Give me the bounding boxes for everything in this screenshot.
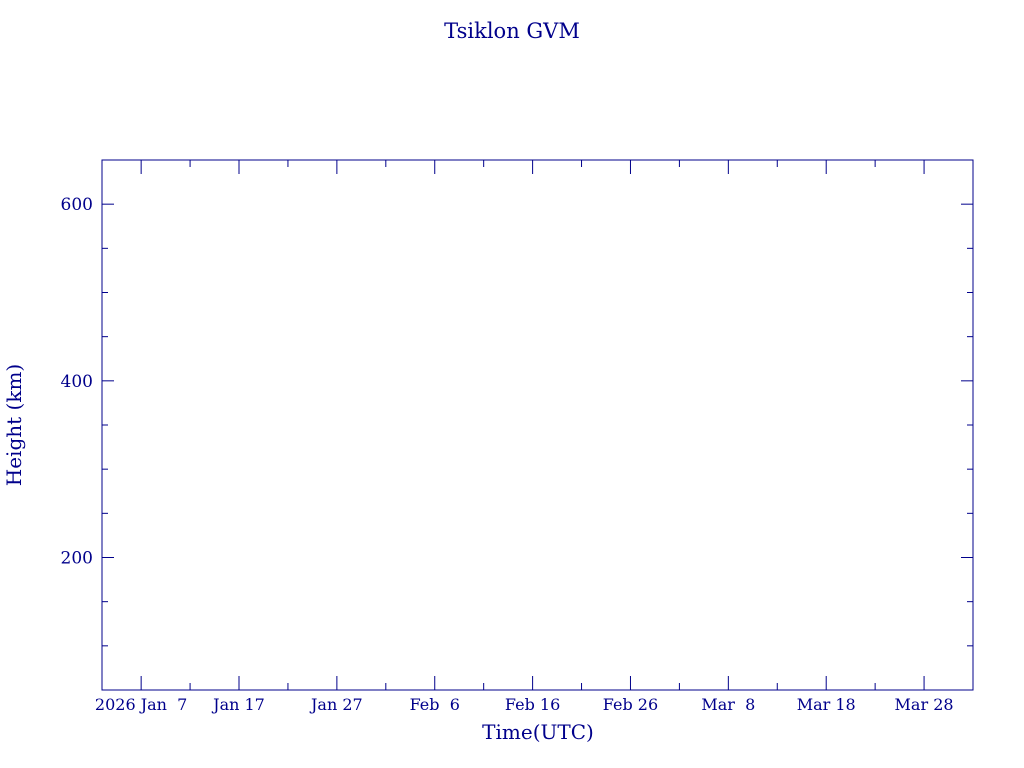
x-axis-tick-labels: 2026 Jan 7 Jan 17 Jan 27 Feb 6 Feb 16 Feb 26 M…: [95, 695, 954, 714]
x-tick-label: 2026 Jan 7: [95, 695, 187, 714]
x-tick-label: Feb 16: [505, 695, 560, 714]
chart-title: Tsiklon GVM: [444, 19, 580, 43]
x-tick-label: Mar 8: [701, 695, 755, 714]
y-tick-label: 400: [61, 372, 93, 392]
x-axis-ticks: [140, 160, 925, 690]
plot-frame: [101, 159, 974, 691]
y-axis-label: Height (km): [2, 364, 26, 486]
y-tick-label: 200: [61, 549, 93, 569]
x-tick-label: Mar 28: [895, 695, 954, 714]
x-tick-label: Mar 18: [797, 695, 856, 714]
x-axis-label: Time(UTC): [482, 720, 594, 744]
x-tick-label: Jan 17: [211, 695, 265, 714]
x-tick-label: Feb 6: [410, 695, 460, 714]
y-tick-label: 600: [61, 195, 93, 215]
y-axis-tick-labels: 200 400 600: [61, 195, 93, 568]
y-axis-ticks: [102, 203, 973, 647]
x-tick-label: Jan 27: [309, 695, 363, 714]
x-tick-label: Feb 26: [603, 695, 658, 714]
